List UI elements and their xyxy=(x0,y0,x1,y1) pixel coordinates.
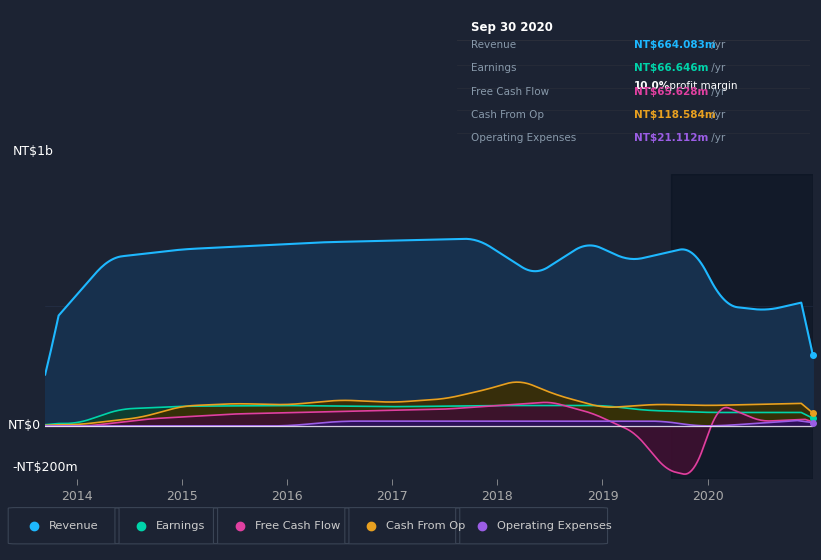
Text: Earnings: Earnings xyxy=(471,63,517,73)
Text: Operating Expenses: Operating Expenses xyxy=(497,521,612,531)
Text: /yr: /yr xyxy=(708,87,725,97)
Text: /yr: /yr xyxy=(708,63,725,73)
Text: /yr: /yr xyxy=(708,110,725,120)
Text: Free Cash Flow: Free Cash Flow xyxy=(471,87,549,97)
Text: /yr: /yr xyxy=(708,133,725,143)
Text: Earnings: Earnings xyxy=(156,521,205,531)
Text: Cash From Op: Cash From Op xyxy=(386,521,466,531)
Text: NT$0: NT$0 xyxy=(8,419,41,432)
Text: NT$118.584m: NT$118.584m xyxy=(634,110,716,120)
Text: NT$65.628m: NT$65.628m xyxy=(634,87,709,97)
Text: NT$664.083m: NT$664.083m xyxy=(634,40,716,50)
Text: 10.0%: 10.0% xyxy=(634,81,670,91)
Text: NT$1b: NT$1b xyxy=(12,144,53,158)
Text: /yr: /yr xyxy=(708,40,725,50)
Text: profit margin: profit margin xyxy=(666,81,737,91)
Text: Revenue: Revenue xyxy=(49,521,99,531)
Text: -NT$200m: -NT$200m xyxy=(12,461,78,474)
Text: Operating Expenses: Operating Expenses xyxy=(471,133,576,143)
Text: Cash From Op: Cash From Op xyxy=(471,110,544,120)
Text: Revenue: Revenue xyxy=(471,40,516,50)
Text: Free Cash Flow: Free Cash Flow xyxy=(255,521,340,531)
Bar xyxy=(671,174,813,479)
Text: NT$21.112m: NT$21.112m xyxy=(634,133,709,143)
Text: NT$66.646m: NT$66.646m xyxy=(634,63,709,73)
Text: Sep 30 2020: Sep 30 2020 xyxy=(471,21,553,34)
